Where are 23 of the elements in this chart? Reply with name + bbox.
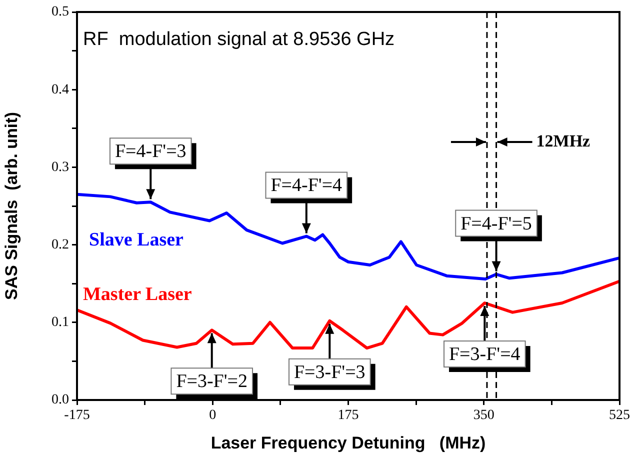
- x-tick-label: 350: [473, 408, 494, 424]
- x-tick-label: -175: [64, 408, 90, 424]
- y-axis-title: SAS Signals (arb. unit): [2, 112, 21, 300]
- annotation: F=3-F'=2: [176, 371, 248, 392]
- y-tick-label: 0.5: [52, 4, 69, 20]
- y-tick-label: 0.3: [52, 160, 69, 175]
- text: RF modulation signal at 8.9536 GHz: [83, 29, 395, 50]
- x-tick-label: 0: [209, 408, 216, 424]
- y-tick-label: 0.0: [52, 392, 69, 408]
- annotation: F=4-F'=4: [270, 175, 343, 196]
- ref-line-label: 12MHz: [536, 131, 591, 150]
- annotation: F=4-F'=3: [114, 141, 186, 162]
- x-tick-label: 525: [609, 408, 630, 424]
- x-axis-title: Laser Frequency Detuning (MHz): [210, 433, 486, 452]
- annotation: F=4-F'=5: [460, 213, 532, 234]
- annotation: F=3-F'=4: [448, 344, 521, 365]
- y-tick-label: 0.4: [52, 82, 69, 98]
- series-label: Master Laser: [83, 284, 192, 305]
- y-tick-label: 0.2: [52, 237, 69, 252]
- y-tick-label: 0.1: [52, 315, 69, 330]
- series-label: Slave Laser: [89, 229, 184, 250]
- annotation: F=3-F'=3: [294, 362, 366, 383]
- x-tick-label: 175: [338, 408, 359, 424]
